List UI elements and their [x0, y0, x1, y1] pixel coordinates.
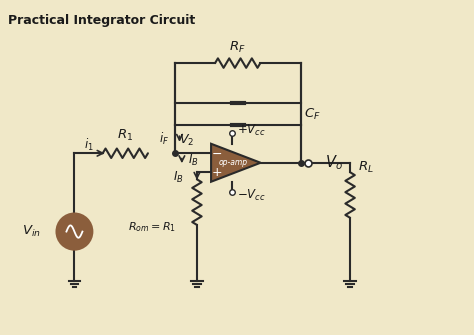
- Text: $I_B$: $I_B$: [188, 153, 198, 168]
- Text: op-amp: op-amp: [219, 158, 247, 167]
- Text: Practical Integrator Circuit: Practical Integrator Circuit: [9, 14, 196, 27]
- Text: $i_F$: $i_F$: [159, 131, 169, 147]
- Text: $V_2$: $V_2$: [179, 132, 194, 147]
- Text: $R_L$: $R_L$: [357, 160, 374, 175]
- Text: $C_F$: $C_F$: [304, 107, 321, 122]
- Text: $+$: $+$: [211, 166, 222, 179]
- Text: $V_{in}$: $V_{in}$: [22, 224, 40, 239]
- Polygon shape: [211, 144, 261, 182]
- Text: $V_o$: $V_o$: [325, 153, 343, 172]
- Text: $+V_{cc}$: $+V_{cc}$: [237, 123, 265, 138]
- Text: $R_F$: $R_F$: [229, 40, 246, 55]
- Text: $R_{om}{=}R_1$: $R_{om}{=}R_1$: [128, 220, 176, 234]
- Text: $-$: $-$: [211, 147, 222, 160]
- Text: $i_1$: $i_1$: [83, 137, 93, 153]
- Circle shape: [56, 213, 92, 250]
- Text: $R_1$: $R_1$: [117, 128, 133, 143]
- Text: $I_B$: $I_B$: [173, 170, 184, 185]
- Text: $-V_{cc}$: $-V_{cc}$: [237, 188, 265, 203]
